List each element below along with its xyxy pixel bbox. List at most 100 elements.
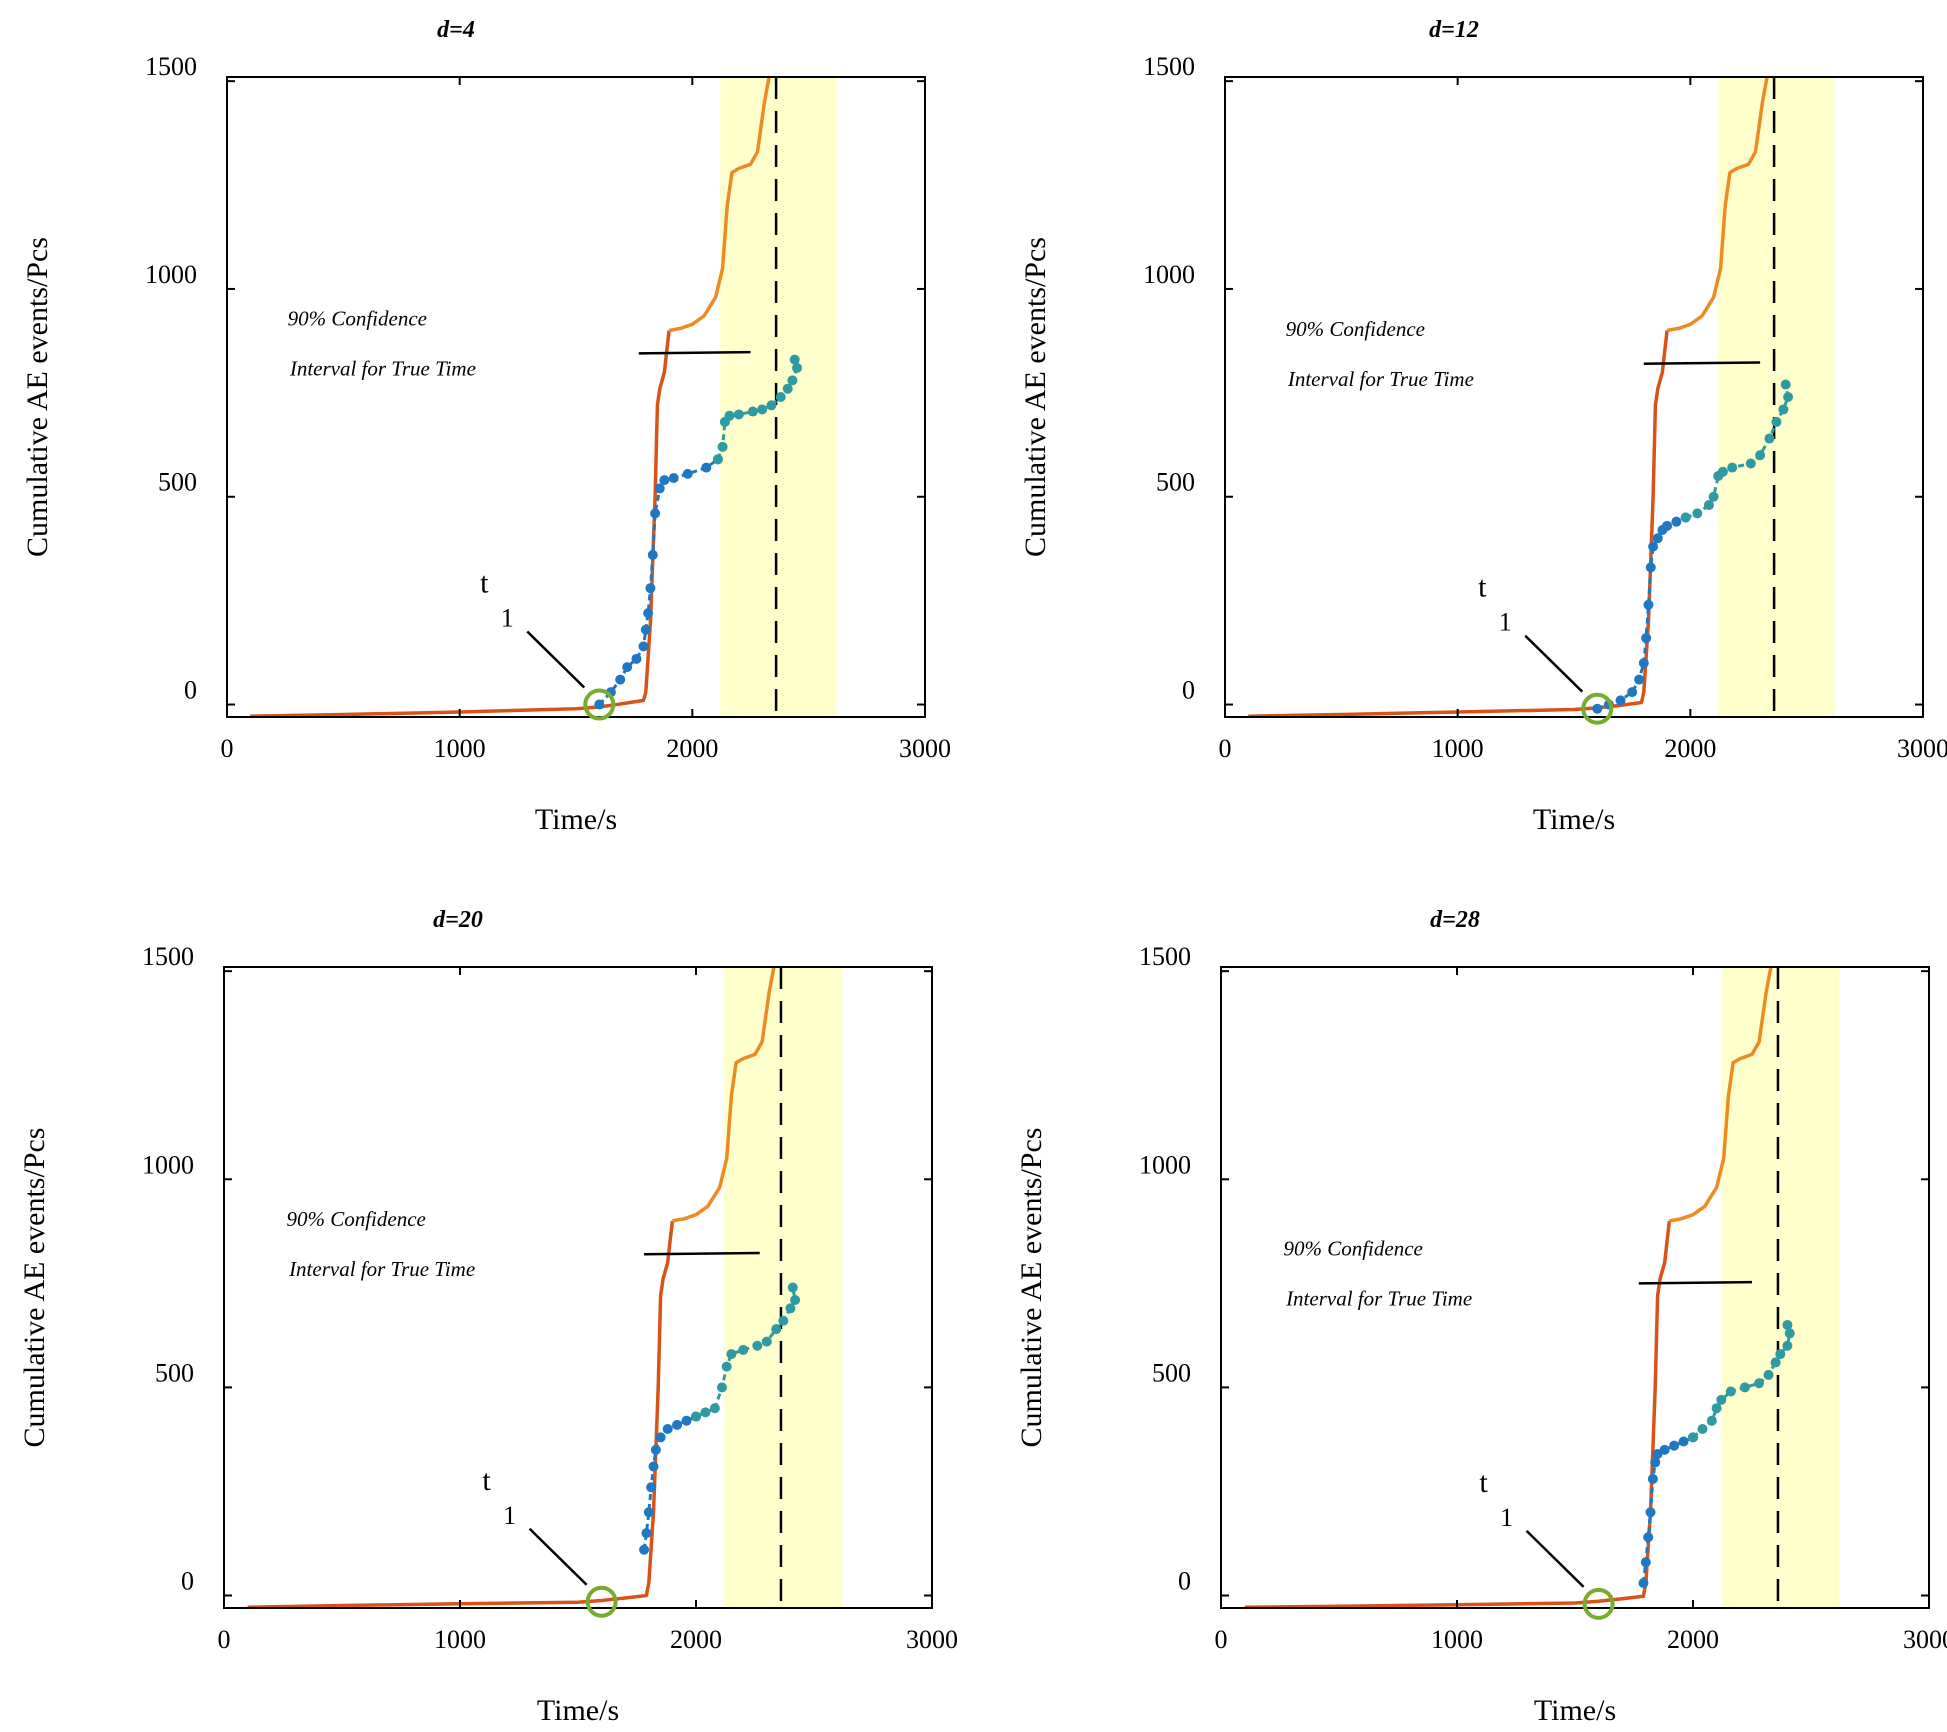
data-point-predicted_early [646,1482,657,1493]
t1-pointer-line [528,1527,588,1586]
series-line-observed_late [1669,966,1773,1223]
x-tick-label: 3000 [1903,1625,1947,1654]
data-point-predicted_early [615,674,626,685]
x-tick-label: 0 [1215,1625,1228,1654]
confidence-band [724,967,843,1608]
data-point-predicted_early [643,608,654,619]
data-point-predicted_late [757,404,768,415]
data-point-predicted_early [631,653,642,664]
series-line-observed_early [250,330,671,718]
data-point-predicted_late [787,375,798,386]
data-point-predicted_early [640,624,651,635]
data-point-predicted_late [1782,1340,1793,1351]
data-point-predicted_early [1638,657,1649,668]
annotation-pointer-line [638,350,751,355]
data-point-predicted_early [1669,1440,1680,1451]
axes-box [1224,76,1924,718]
chart-panel-1: 0 1000 2000 3000 0 500 1000 1500 d=4 Time/s Cumula… [21,17,951,836]
y-tick-label: 1500 [142,942,194,971]
data-point-predicted_late [1711,1403,1722,1414]
x-axis-label: Time/s [1534,1694,1616,1727]
data-point-predicted_late [1780,379,1791,390]
chart-panel-3: 0 1000 2000 3000 0 500 1000 1500 d=20 Time/s Cumul… [18,907,958,1727]
data-point-predicted_early [672,1419,683,1430]
x-tick-label: 3000 [899,734,951,763]
axes-box [223,966,933,1609]
data-point-predicted_late [761,1336,772,1347]
confidence-annotation-line1: 90% Confidence [1286,317,1425,341]
data-point-predicted_late [787,1282,798,1293]
series-line-observed_early [1248,330,1669,718]
data-point-predicted_early [681,1415,692,1426]
chart-title: d=4 [437,17,475,43]
data-point-predicted_late [1717,466,1728,477]
y-tick-label: 1000 [1143,260,1195,289]
data-point-predicted_late [726,1349,737,1360]
data-point-predicted_late [1782,1319,1793,1330]
data-point-predicted_early [1671,516,1682,527]
data-point-predicted_early [1615,695,1626,706]
data-point-predicted_late [1775,1349,1786,1360]
confidence-annotation-line1: 90% Confidence [288,306,427,330]
data-point-predicted_early [1592,703,1603,714]
x-axis-label: Time/s [535,803,617,836]
y-tick-label: 1000 [1139,1150,1191,1179]
y-tick-label: 500 [158,468,197,497]
x-tick-label: 1000 [434,1625,486,1654]
data-point-predicted_early [643,1507,654,1518]
data-point-predicted_early [650,508,661,519]
data-point-predicted_late [733,409,744,420]
y-tick-label: 0 [1182,676,1195,705]
data-point-predicted_early [1645,1507,1656,1518]
t1-label: t [1478,571,1487,604]
data-point-predicted_early [1641,633,1652,644]
data-point-predicted_early [1627,687,1638,698]
x-tick-label: 3000 [906,1625,958,1654]
data-point-predicted_late [1754,1378,1765,1389]
data-point-predicted_late [717,441,728,452]
data-point-predicted_late [782,383,793,394]
data-point-predicted_early [701,462,712,473]
y-tick-label: 1000 [145,260,197,289]
y-tick-label: 1500 [1143,52,1195,81]
data-point-predicted_late [1727,462,1738,473]
x-tick-label: 0 [218,1625,231,1654]
y-tick-label: 0 [1178,1567,1191,1596]
data-point-predicted_late [771,1324,782,1335]
data-point-predicted_early [654,483,665,494]
data-point-predicted_late [1725,1386,1736,1397]
data-point-predicted_early [1662,520,1673,531]
data-point-predicted_late [1703,500,1714,511]
data-point-predicted_late [789,354,800,365]
chart-panel-2: 0 1000 2000 3000 0 500 1000 1500 d=12 Time/s Cumul… [1019,17,1947,836]
data-point-predicted_late [1745,458,1756,469]
data-point-predicted_early [655,1432,666,1443]
x-tick-label: 2000 [670,1625,722,1654]
t1-marker-circle [583,688,616,721]
x-tick-label: 2000 [1667,1625,1719,1654]
data-point-predicted_late [691,1411,701,1422]
confidence-annotation-line2: Interval for True Time [288,1257,475,1281]
y-axis-label: Cumulative AE events/Pcs [1019,237,1052,557]
data-point-predicted_late [712,454,723,465]
data-point-predicted_late [1680,512,1691,523]
series-line-observed_late [668,76,771,333]
confidence-annotation-line2: Interval for True Time [1285,1286,1472,1310]
t1-label: t [1479,1466,1488,1499]
y-tick-label: 500 [1156,468,1195,497]
data-point-predicted_late [1763,1369,1774,1380]
data-point-predicted_early [1647,1473,1658,1484]
data-point-predicted_early [1643,1532,1654,1543]
data-point-predicted_early [1659,1444,1670,1455]
data-point-predicted_early [648,1461,659,1472]
y-tick-label: 1500 [145,52,197,81]
x-axis-label: Time/s [1533,803,1615,836]
t1-subscript: 1 [501,604,514,633]
data-point-predicted_late [785,1303,796,1314]
y-tick-label: 500 [155,1358,194,1387]
chart-panel-4: 0 1000 2000 3000 0 500 1000 1500 d=28 Time/s Cumul… [1015,907,1947,1727]
chart-title: d=12 [1429,17,1479,43]
data-point-predicted_early [622,662,633,673]
x-tick-label: 1000 [1431,1625,1483,1654]
